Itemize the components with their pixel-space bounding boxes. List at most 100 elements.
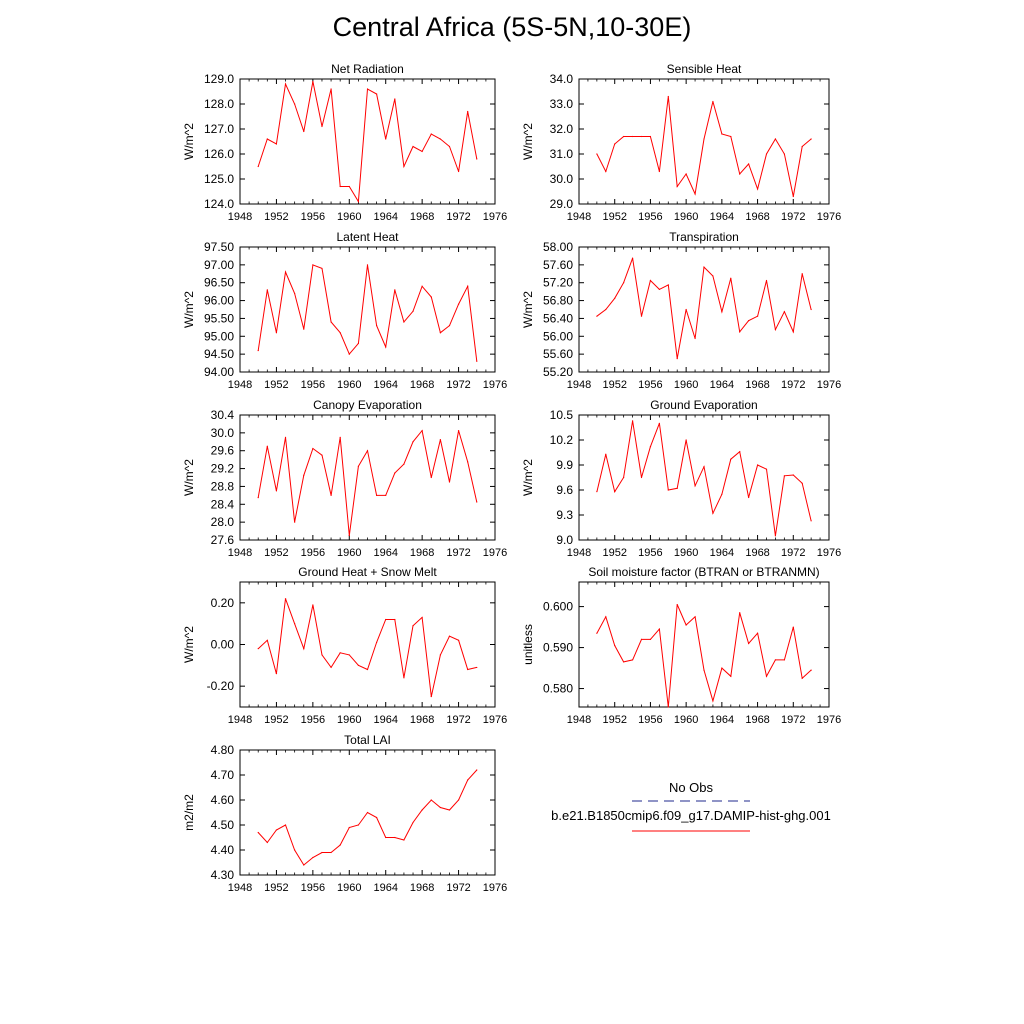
series-line bbox=[596, 96, 812, 197]
data-point bbox=[394, 98, 396, 100]
y-tick-label: 9.6 bbox=[556, 483, 573, 497]
data-point bbox=[284, 824, 287, 826]
x-tick-label: 1972 bbox=[781, 379, 805, 391]
plot-frame bbox=[239, 581, 496, 708]
data-point bbox=[321, 125, 323, 128]
data-point bbox=[439, 806, 441, 809]
data-point bbox=[275, 673, 278, 675]
panel-title: Soil moisture factor (BTRAN or BTRANMN) bbox=[588, 565, 819, 579]
data-point bbox=[430, 133, 432, 135]
x-tick-label: 1952 bbox=[602, 714, 626, 726]
data-point bbox=[339, 185, 341, 188]
data-point bbox=[739, 451, 741, 453]
data-point bbox=[439, 138, 441, 140]
x-tick-label: 1960 bbox=[337, 547, 361, 559]
series-line bbox=[257, 598, 477, 697]
data-point bbox=[257, 648, 259, 650]
x-tick-label: 1952 bbox=[264, 714, 288, 726]
x-tick-label: 1952 bbox=[264, 379, 288, 391]
data-point bbox=[266, 138, 268, 140]
x-tick-label: 1976 bbox=[483, 882, 507, 894]
x-tick-label: 1956 bbox=[638, 547, 662, 559]
y-tick-label: 33.0 bbox=[550, 97, 574, 111]
data-point bbox=[783, 659, 785, 661]
data-point bbox=[312, 264, 314, 266]
data-point bbox=[810, 138, 812, 140]
x-tick-label: 1960 bbox=[337, 714, 361, 726]
data-point bbox=[649, 446, 652, 448]
x-tick-label: 1952 bbox=[602, 547, 626, 559]
data-point bbox=[712, 700, 714, 702]
data-point bbox=[321, 851, 323, 854]
x-tick-label: 1976 bbox=[483, 714, 507, 726]
data-point bbox=[403, 463, 405, 465]
x-tick-label: 1976 bbox=[483, 211, 507, 223]
data-point bbox=[783, 153, 785, 155]
y-tick-label: 0.00 bbox=[211, 638, 235, 652]
data-point bbox=[275, 332, 278, 334]
data-point bbox=[730, 135, 732, 138]
y-tick-label: 96.50 bbox=[204, 276, 234, 290]
y-tick-label: 4.40 bbox=[211, 843, 235, 857]
x-tick-label: 1960 bbox=[337, 882, 361, 894]
y-tick-label: 57.60 bbox=[543, 258, 573, 272]
y-axis-label: m2/m2 bbox=[182, 794, 196, 831]
data-point bbox=[685, 439, 687, 441]
y-tick-label: 4.30 bbox=[211, 868, 235, 882]
x-tick-label: 1948 bbox=[567, 547, 591, 559]
data-point bbox=[685, 624, 687, 626]
figure-title: Central Africa (5S-5N,10-30E) bbox=[332, 12, 692, 42]
y-tick-label: 29.6 bbox=[211, 444, 235, 458]
data-point bbox=[275, 490, 278, 492]
plot-frame bbox=[578, 581, 830, 708]
data-point bbox=[312, 447, 314, 450]
y-tick-label: 56.40 bbox=[543, 311, 573, 325]
data-point bbox=[667, 95, 669, 98]
data-point bbox=[357, 465, 359, 467]
y-tick-label: 9.0 bbox=[556, 533, 573, 547]
data-point bbox=[467, 779, 469, 781]
data-point bbox=[448, 324, 451, 327]
data-point bbox=[739, 173, 741, 175]
y-tick-label: 30.0 bbox=[211, 426, 235, 440]
data-point bbox=[756, 188, 759, 190]
y-tick-label: 0.20 bbox=[211, 596, 235, 610]
x-tick-label: 1952 bbox=[602, 379, 626, 391]
data-point bbox=[596, 491, 598, 493]
y-axis-label: W/m^2 bbox=[182, 459, 196, 496]
data-point bbox=[703, 466, 705, 468]
x-tick-label: 1972 bbox=[781, 547, 805, 559]
x-tick-label: 1972 bbox=[446, 714, 470, 726]
data-point bbox=[667, 284, 669, 286]
data-point bbox=[810, 308, 812, 311]
data-point bbox=[631, 257, 634, 259]
data-point bbox=[810, 520, 812, 522]
x-tick-label: 1952 bbox=[264, 882, 288, 894]
data-point bbox=[649, 638, 652, 640]
y-tick-label: 0.580 bbox=[543, 682, 573, 696]
data-point bbox=[403, 165, 405, 168]
data-point bbox=[284, 436, 287, 438]
data-point bbox=[312, 604, 314, 606]
data-point bbox=[421, 285, 423, 287]
data-point bbox=[257, 496, 259, 499]
data-point bbox=[439, 332, 441, 334]
data-point bbox=[457, 170, 460, 173]
y-tick-label: 27.6 bbox=[211, 533, 235, 547]
data-point bbox=[294, 521, 296, 523]
data-point bbox=[394, 472, 396, 474]
x-tick-label: 1972 bbox=[446, 211, 470, 223]
data-point bbox=[376, 93, 378, 95]
data-point bbox=[676, 358, 678, 360]
data-point bbox=[712, 100, 714, 103]
data-point bbox=[658, 170, 660, 173]
data-point bbox=[376, 324, 378, 327]
data-point bbox=[403, 677, 405, 679]
data-point bbox=[703, 669, 705, 671]
x-tick-label: 1968 bbox=[745, 379, 769, 391]
y-axis-label: unitless bbox=[521, 624, 535, 665]
data-point bbox=[623, 135, 625, 138]
x-tick-label: 1968 bbox=[410, 547, 434, 559]
data-point bbox=[748, 163, 750, 165]
y-tick-label: 4.50 bbox=[211, 818, 235, 832]
